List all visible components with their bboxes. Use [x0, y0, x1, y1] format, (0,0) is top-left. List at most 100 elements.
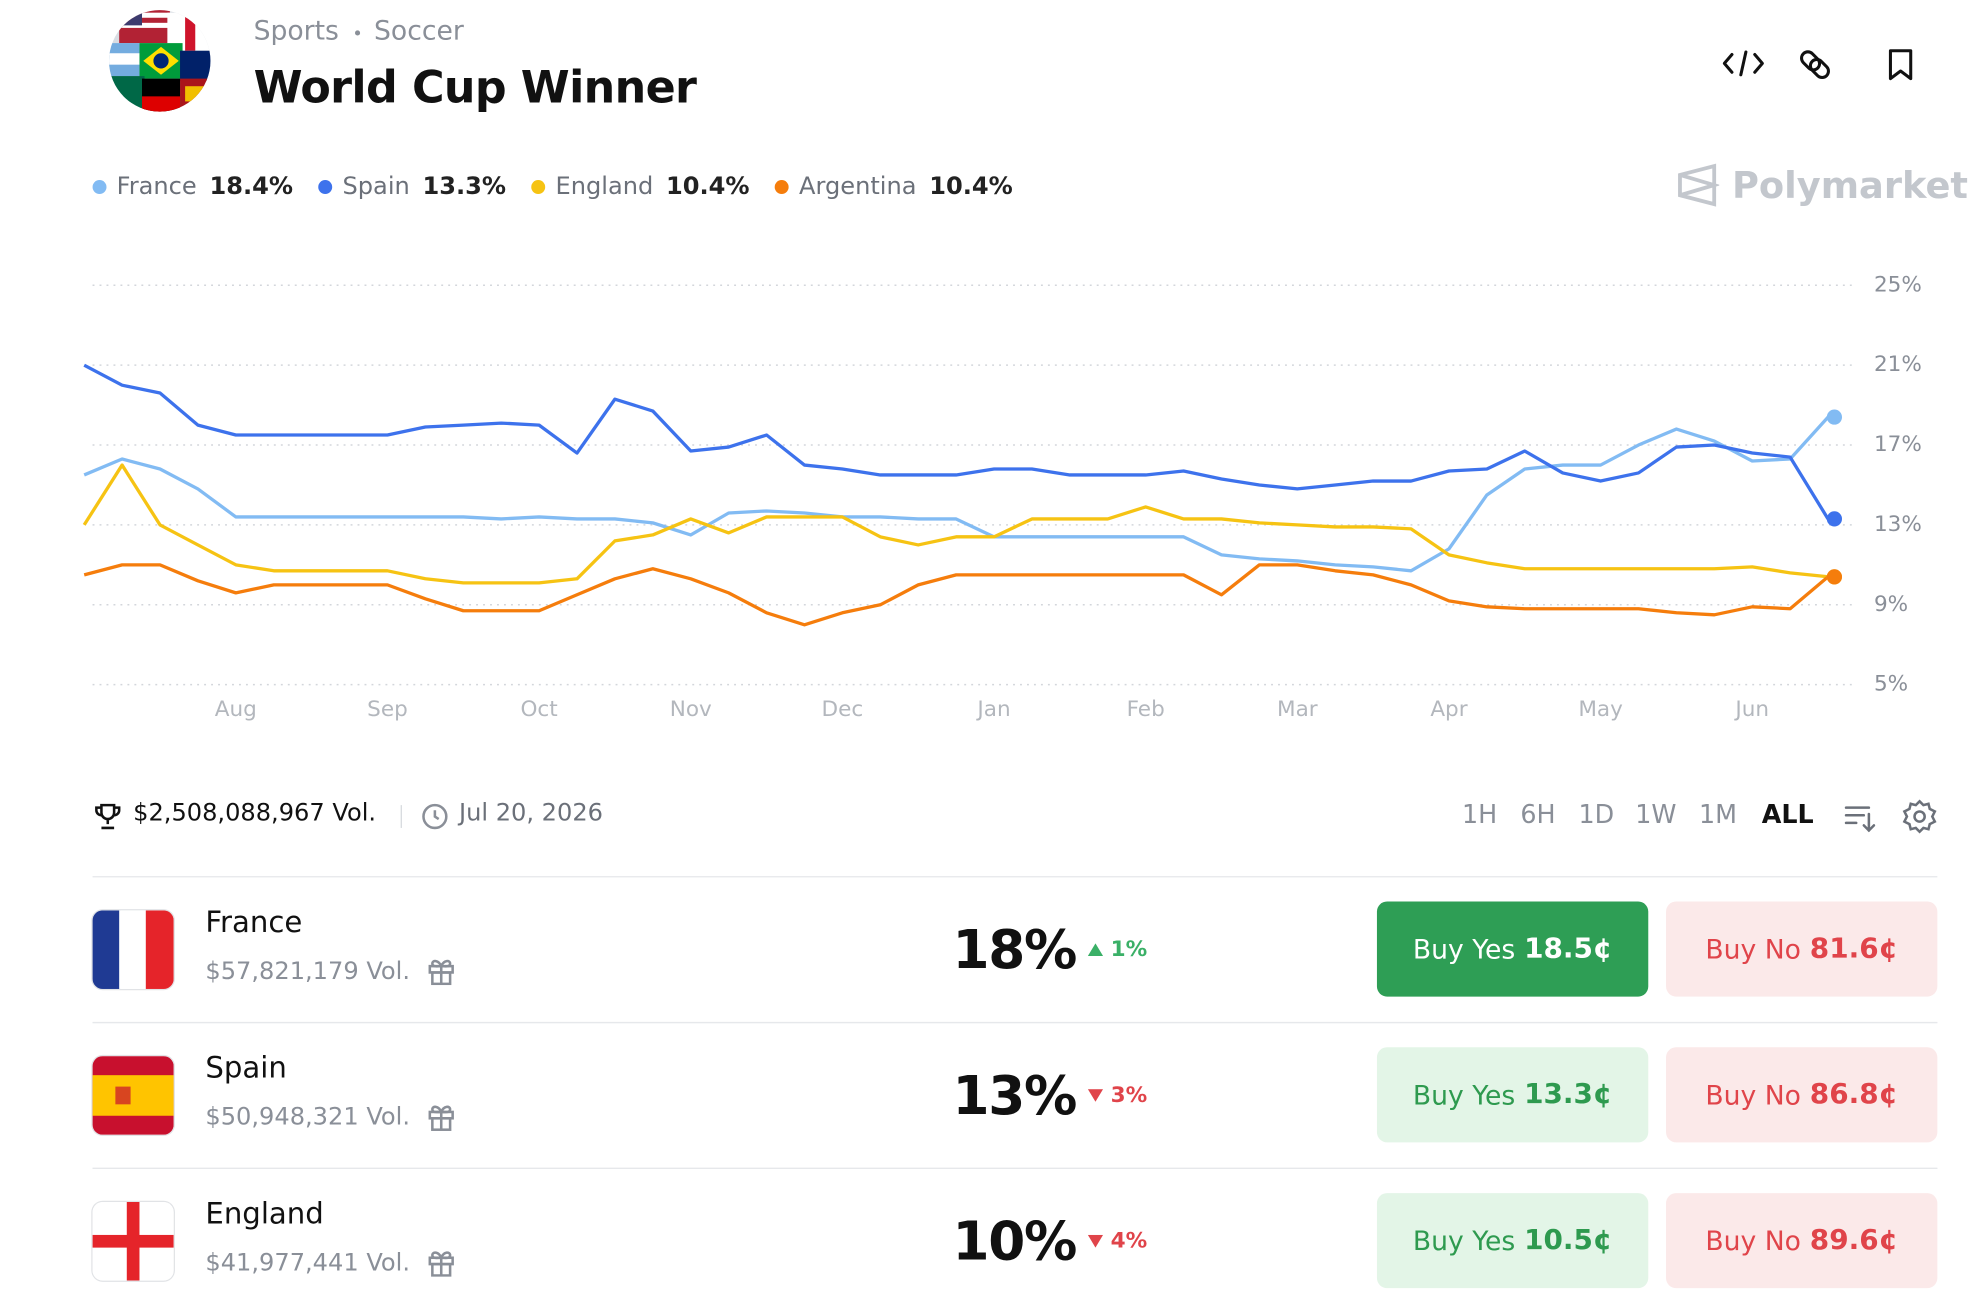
x-tick-label: Oct [520, 697, 557, 722]
change-value: 4% [1110, 1228, 1148, 1254]
legend-swatch [774, 179, 789, 194]
end-point [1826, 569, 1843, 585]
legend-swatch [92, 179, 107, 194]
event-icon [109, 10, 211, 112]
settings-icon[interactable] [1902, 799, 1938, 835]
button-label: Buy Yes [1412, 933, 1516, 965]
total-volume: $2,508,088,967 Vol. [133, 798, 377, 827]
button-label: Buy Yes [1412, 1225, 1516, 1256]
gift-icon [429, 959, 455, 986]
arrow-shape [1087, 943, 1104, 956]
button-label: Buy No [1705, 1225, 1801, 1256]
arrow-shape [1087, 1089, 1104, 1102]
x-tick-label: Jun [1733, 697, 1769, 722]
chart: 5% 9% 13% 17% 21% 25% Aug Sep Oct Nov Dec Jan Feb Mar… [82, 272, 1922, 722]
range-button[interactable]: 1M [1698, 798, 1738, 830]
chance: 18% [952, 918, 1077, 981]
row-divider [92, 1167, 1938, 1170]
volume-text: $57,821,179 Vol. [205, 957, 411, 986]
arrow-shape [1087, 1234, 1104, 1248]
chance: 10% [952, 1210, 1077, 1273]
legend-item: Argentina 10.4% [774, 172, 1013, 201]
clock-icon [422, 803, 448, 830]
divider [400, 805, 402, 828]
button-price: 81.6¢ [1809, 933, 1899, 965]
y-tick-label: 5% [1874, 672, 1908, 697]
buy-yes-button[interactable]: Buy Yes 10.5¢ [1376, 1193, 1649, 1289]
embed-icon[interactable] [1722, 50, 1764, 77]
x-tick-label: Apr [1430, 697, 1467, 722]
row-divider [92, 876, 1938, 878]
breadcrumb[interactable]: Sports [253, 15, 339, 46]
buy-yes-button[interactable]: Buy Yes 18.5¢ [1376, 901, 1649, 997]
buy-no-button[interactable]: Buy No 86.8¢ [1666, 1047, 1938, 1143]
range-button[interactable]: 1D [1578, 798, 1615, 830]
flag [92, 910, 174, 989]
button-price: 89.6¢ [1809, 1224, 1899, 1257]
sort-icon[interactable] [1844, 801, 1877, 834]
buy-no-button[interactable]: Buy No 81.6¢ [1666, 901, 1938, 997]
outcome-volume: $57,821,179 Vol. [205, 957, 455, 986]
x-tick-label: May [1578, 697, 1623, 722]
row-divider [92, 1021, 1938, 1024]
buy-yes-button[interactable]: Buy Yes 13.3¢ [1376, 1047, 1649, 1143]
legend-value: 13.3% [422, 172, 507, 201]
legend-item: Spain 13.3% [318, 172, 506, 200]
x-tick-label: Feb [1127, 697, 1165, 722]
link-icon[interactable] [1799, 49, 1831, 80]
series-line [83, 416, 1830, 573]
range-button[interactable]: ALL [1761, 798, 1814, 830]
end-point [1826, 511, 1843, 527]
brand-logo [1678, 163, 1720, 207]
outcome-name[interactable]: England [205, 1198, 324, 1232]
button-price: 18.5¢ [1524, 933, 1613, 965]
trophy-icon [95, 803, 121, 830]
breadcrumb[interactable]: Soccer [374, 15, 464, 46]
range-button[interactable]: 6H [1520, 798, 1556, 830]
x-tick-label: Dec [822, 697, 864, 722]
series-line [83, 363, 1830, 520]
button-label: Buy No [1705, 933, 1801, 965]
bookmark-icon[interactable] [1888, 49, 1913, 81]
brand: Polymarket [1676, 162, 1968, 208]
legend-item: England 10.4% [531, 172, 750, 201]
brand-name: Polymarket [1731, 163, 1968, 207]
change-arrow [1087, 943, 1104, 956]
x-tick-label: Mar [1277, 697, 1318, 722]
button-price: 10.5¢ [1524, 1224, 1613, 1257]
outcome-name[interactable]: France [205, 906, 303, 940]
change: 1% [1087, 937, 1147, 962]
gift-icon [429, 1105, 455, 1131]
outcome-name[interactable]: Spain [205, 1052, 287, 1086]
button-label: Buy Yes [1412, 1079, 1516, 1111]
outcome-volume: $41,977,441 Vol. [205, 1249, 455, 1277]
buy-no-button[interactable]: Buy No 89.6¢ [1666, 1193, 1938, 1289]
legend-value: 10.4% [665, 172, 750, 201]
range-button[interactable]: 1H [1462, 798, 1498, 830]
y-tick-label: 21% [1874, 352, 1922, 377]
end-point [1826, 409, 1843, 425]
x-tick-label: Aug [215, 697, 257, 722]
chance: 13% [952, 1064, 1077, 1127]
x-tick-label: Nov [670, 697, 712, 722]
breadcrumb-separator [355, 30, 361, 36]
series-line [83, 563, 1830, 627]
change-arrow [1087, 1234, 1104, 1248]
y-tick-label: 17% [1874, 432, 1922, 457]
x-tick-label: Sep [367, 697, 408, 722]
range-button[interactable]: 1W [1635, 798, 1677, 830]
legend-name: Argentina [799, 172, 917, 201]
x-tick-label: Jan [975, 697, 1010, 722]
legend-name: France [116, 172, 197, 201]
y-tick-label: 13% [1874, 512, 1922, 537]
legend-swatch [531, 179, 546, 194]
end-date: Jul 20, 2026 [458, 798, 603, 827]
legend-name: Spain [342, 172, 410, 201]
series-line [82, 463, 1829, 585]
y-tick-label: 9% [1874, 592, 1908, 617]
gift-icon [429, 1251, 455, 1277]
legend-value: 18.4% [209, 172, 294, 201]
